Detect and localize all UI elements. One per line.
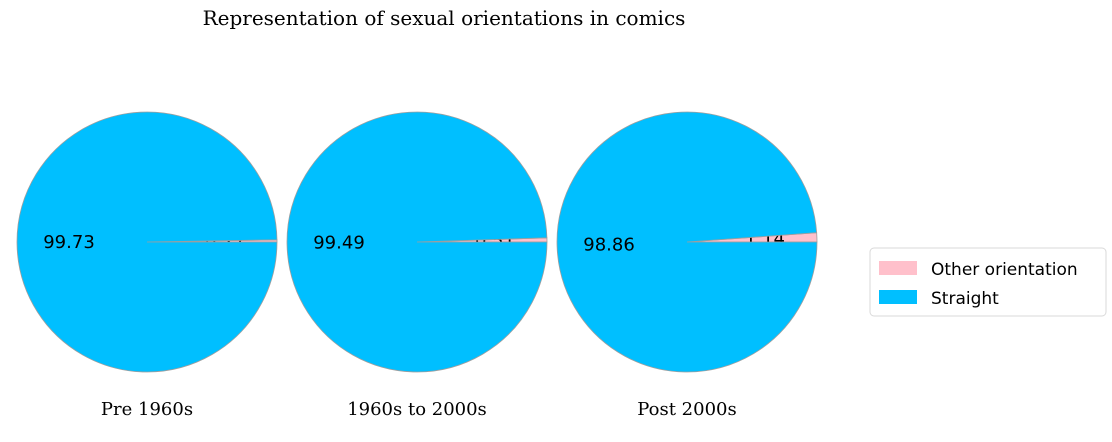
chart-title: Representation of sexual orientations in… <box>203 6 686 30</box>
legend-label-straight: Straight <box>931 289 999 309</box>
pie-slice-straight <box>286 111 548 373</box>
pie-slice-straight <box>556 111 818 373</box>
legend: Other orientation Straight <box>869 247 1107 317</box>
pie-pct-label-straight: 98.86 <box>583 234 635 255</box>
pie-slice-straight <box>16 111 278 373</box>
pie-pct-label-straight: 99.73 <box>43 232 95 253</box>
legend-swatch-straight <box>879 290 917 304</box>
pie-caption: Pre 1960s <box>101 399 193 420</box>
legend-label-other: Other orientation <box>931 260 1078 280</box>
legend-frame <box>869 247 1107 317</box>
pie-caption: Post 2000s <box>637 399 736 420</box>
legend-swatch-other <box>879 261 917 275</box>
pie-pct-label-straight: 99.49 <box>313 233 365 254</box>
pie-caption: 1960s to 2000s <box>347 399 487 420</box>
